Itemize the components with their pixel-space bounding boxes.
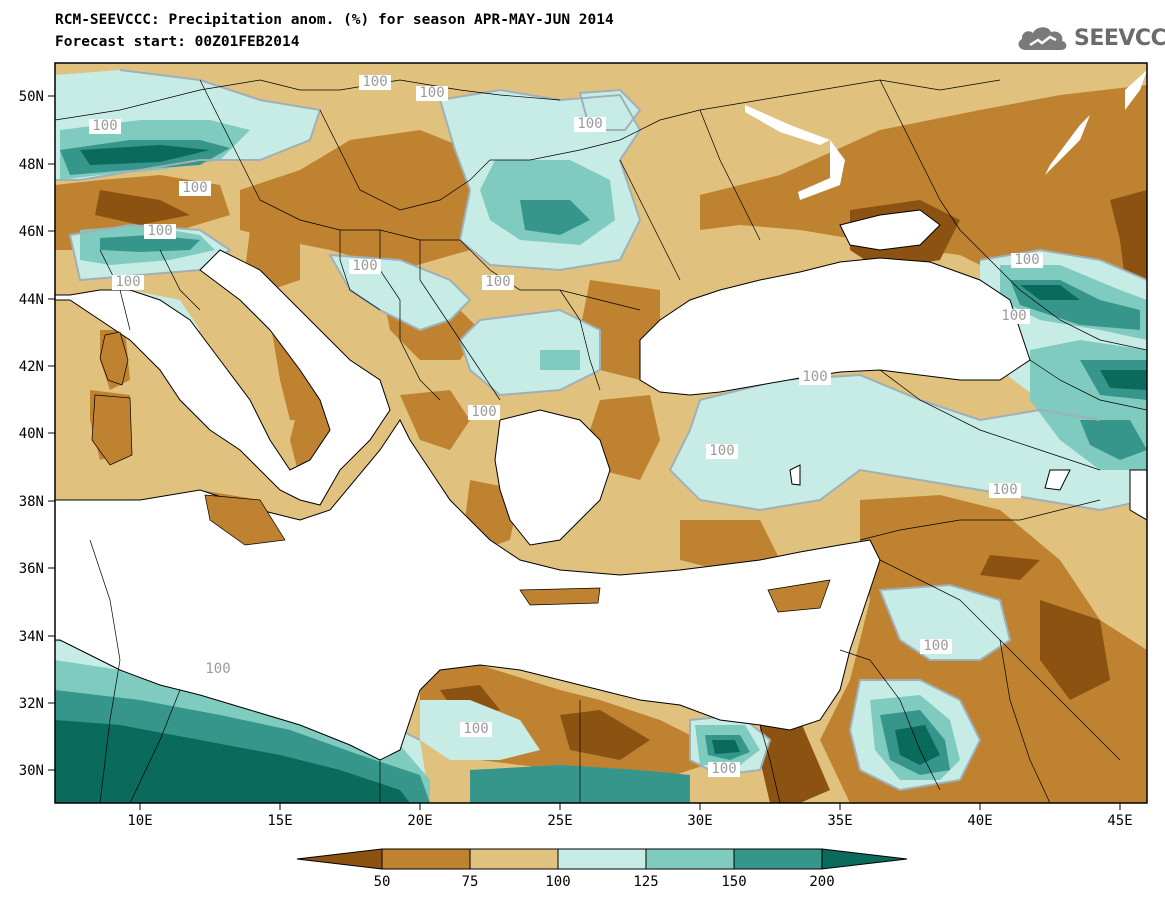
contour-label: 100 [202, 661, 234, 677]
lat-label-38n: 38N [19, 494, 44, 510]
contour-label: 100 [989, 482, 1021, 498]
lon-label-35e: 35E [827, 813, 852, 829]
logo-text: SEEVCCC [1074, 25, 1165, 51]
colorbar-label: 50 [374, 874, 391, 890]
contour-label-text: 100 [802, 369, 827, 385]
sea-of-azov [839, 209, 941, 251]
mediterranean-sea [55, 419, 881, 761]
contour-label-text: 100 [471, 404, 496, 420]
contour-label: 100 [799, 369, 831, 385]
colorbar-label: 75 [462, 874, 479, 890]
lat-label-50n: 50N [19, 89, 44, 105]
contour-label-text: 100 [362, 74, 387, 90]
contour-label: 100 [482, 274, 514, 290]
colorbar-segment [557, 848, 647, 870]
colorbar-max-arrow [821, 848, 908, 870]
country-borders [55, 79, 1147, 803]
contour-label: 100 [179, 180, 211, 196]
contour-label-text: 100 [419, 85, 444, 101]
axis-ticks [48, 95, 1121, 810]
contour-label: 100 [460, 721, 492, 737]
colorbar-segment [469, 848, 559, 870]
map-title: RCM-SEEVCCC: Precipitation anom. (%) for… [55, 12, 614, 28]
colorbar-label: 200 [809, 874, 834, 890]
contour-label-text: 100 [709, 443, 734, 459]
contour-label-text: 100 [923, 638, 948, 654]
cyprus [767, 579, 831, 613]
contour-label-text: 100 [992, 482, 1017, 498]
contour-label: 100 [349, 258, 381, 274]
lat-label-30n: 30N [19, 763, 44, 779]
crete [519, 587, 601, 606]
contour-label-text: 100 [182, 180, 207, 196]
contour-label-text: 100 [1001, 308, 1026, 324]
contour-label: 100 [920, 638, 952, 654]
sicily [204, 494, 286, 546]
contour-label-text: 100 [205, 661, 230, 677]
contour-label: 100 [708, 761, 740, 777]
cloud-icon [1018, 27, 1067, 50]
colorbar-label: 150 [721, 874, 746, 890]
lat-label-48n: 48N [19, 157, 44, 173]
anomaly-above-200-regions [55, 145, 1147, 803]
lon-label-15e: 15E [267, 813, 292, 829]
river-streaks [745, 70, 1147, 200]
seevccc-logo: SEEVCCC [1016, 22, 1165, 54]
forecast-start-subtitle: Forecast start: 00Z01FEB2014 [55, 34, 300, 50]
lon-label-10e: 10E [127, 813, 152, 829]
lon-label-25e: 25E [547, 813, 572, 829]
adriatic-tyrrhenian [55, 249, 391, 506]
sardinia [91, 394, 133, 466]
islands [91, 331, 831, 613]
aegean-sea [494, 409, 611, 546]
longitude-labels: 10E 15E 20E 25E 30E 35E 40E 45E [127, 813, 1132, 829]
lat-label-34n: 34N [19, 629, 44, 645]
contour-label-text: 100 [463, 721, 488, 737]
lat-label-46n: 46N [19, 224, 44, 240]
latitude-labels: 50N 48N 46N 44N 42N 40N 38N 36N 34N 32N … [19, 89, 44, 779]
contour-label-text: 100 [711, 761, 736, 777]
contour-label: 100 [998, 308, 1030, 324]
lon-label-40e: 40E [967, 813, 992, 829]
contour-label: 100 [468, 404, 500, 420]
lat-label-44n: 44N [19, 292, 44, 308]
contour-label-text: 100 [147, 223, 172, 239]
colorbar-segment [381, 848, 471, 870]
contour-label: 100 [89, 118, 121, 134]
lon-label-30e: 30E [687, 813, 712, 829]
contour-label: 100 [359, 74, 391, 90]
sea-areas [55, 209, 1147, 761]
contour-label: 100 [144, 223, 176, 239]
contour-labels: 100 100 100 100 100 100 100 100 100 100 100 100 100 1… [89, 74, 1043, 777]
lat-label-42n: 42N [19, 359, 44, 375]
corsica [99, 331, 129, 386]
contour-label: 100 [706, 443, 738, 459]
contour-label-text: 100 [577, 116, 602, 132]
colorbar-min-arrow [296, 848, 383, 870]
colorbar-segment [645, 848, 735, 870]
lon-label-20e: 20E [407, 813, 432, 829]
lat-label-32n: 32N [19, 696, 44, 712]
contour-label: 100 [1011, 252, 1043, 268]
caspian-corner [1129, 469, 1147, 521]
contour-label-text: 100 [115, 274, 140, 290]
contour-label-text: 100 [1014, 252, 1039, 268]
lat-label-40n: 40N [19, 426, 44, 442]
contour-label: 100 [574, 116, 606, 132]
lon-label-45e: 45E [1107, 813, 1132, 829]
contour-label: 100 [416, 85, 448, 101]
colorbar-label: 125 [633, 874, 658, 890]
colorbar: 50 75 100 125 150 200 [296, 848, 908, 890]
map-fill-layer [55, 63, 1147, 803]
contour-label-text: 100 [352, 258, 377, 274]
lat-label-36n: 36N [19, 561, 44, 577]
colorbar-label: 100 [545, 874, 570, 890]
contour-label: 100 [112, 274, 144, 290]
colorbar-segment [733, 848, 823, 870]
contour-label-text: 100 [92, 118, 117, 134]
contour-label-text: 100 [485, 274, 510, 290]
